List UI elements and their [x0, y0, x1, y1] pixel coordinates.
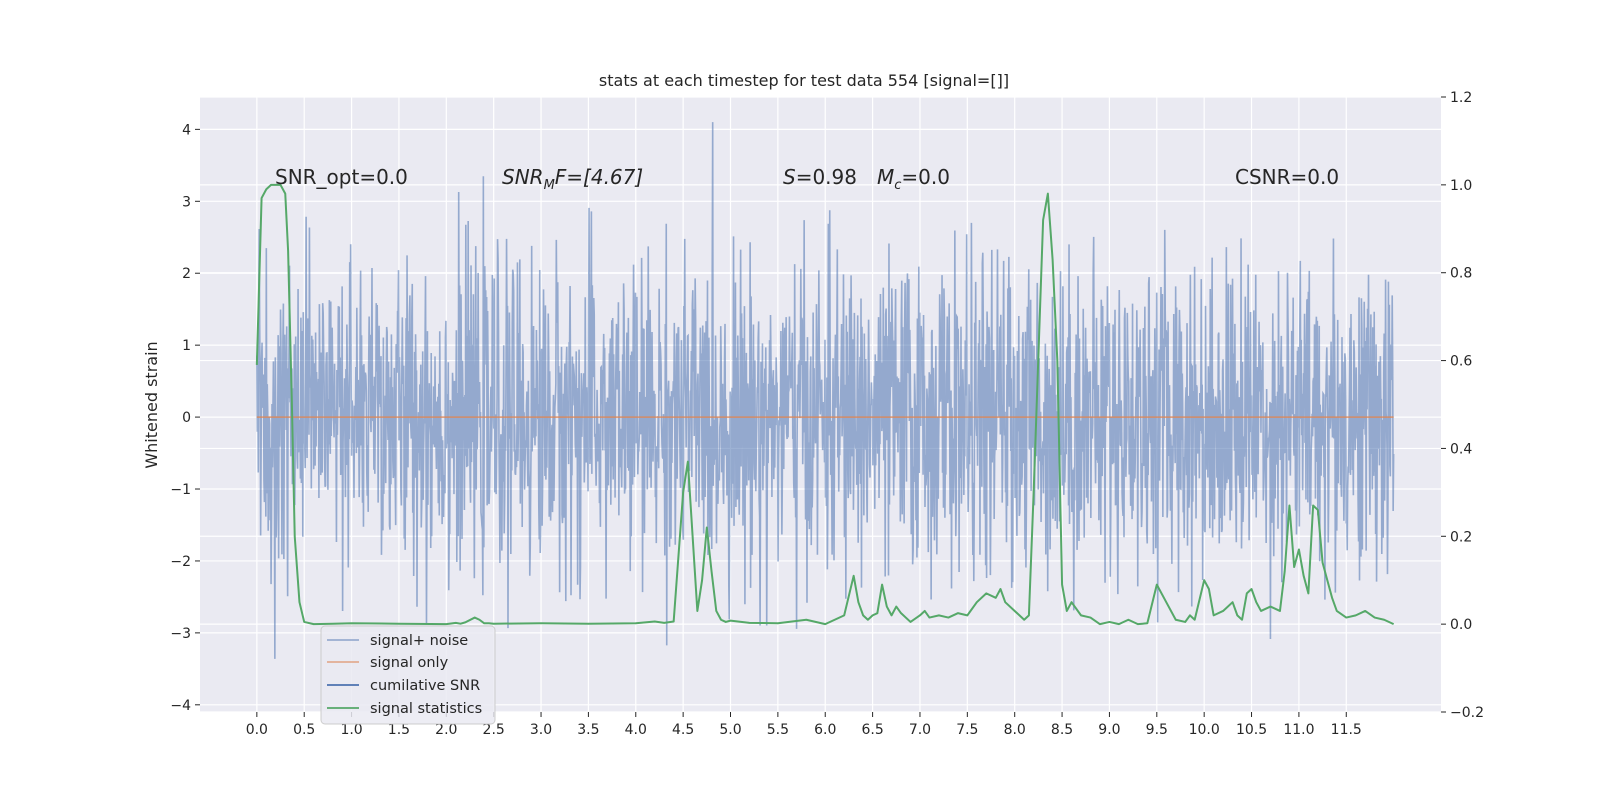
x-tick-label: 8.5 [1051, 722, 1073, 738]
x-tick-label: 2.5 [483, 722, 505, 738]
legend-entry-signal-only: signal only [327, 655, 449, 671]
y-tick-label: 2 [182, 266, 191, 282]
s-annotation: S=0.98 [783, 165, 857, 189]
x-tick-label: 9.5 [1146, 722, 1168, 738]
x-tick-label: 10.5 [1236, 722, 1267, 738]
y2-tick-label: 0.0 [1450, 617, 1472, 633]
x-tick-label: 1.5 [388, 722, 410, 738]
mc-symbol: M [877, 165, 894, 189]
y2-axis-ticks: 1.2 1.0 0.8 0.6 0.4 0.2 0.0 −0.2 [1441, 90, 1484, 721]
legend: signal+ noise signal only cumilative SNR… [320, 625, 496, 725]
x-tick-label: 10.0 [1189, 722, 1220, 738]
series-lines [255, 183, 1395, 626]
y-axis-label: Whitened strain [142, 341, 161, 468]
x-tick-label: 6.5 [861, 722, 883, 738]
y2-tick-label: 1.2 [1450, 90, 1472, 106]
x-tick-label: 2.0 [435, 722, 457, 738]
x-tick-label: 11.5 [1331, 722, 1362, 738]
snr-mf-symbol: SNR [502, 165, 544, 189]
x-tick-label: 11.0 [1283, 722, 1314, 738]
x-tick-label: 4.5 [672, 722, 694, 738]
signal-noise-line [256, 122, 1395, 659]
y-tick-label: 0 [182, 410, 191, 426]
legend-label-signal-only: signal only [370, 655, 449, 671]
y-axis-ticks: 4 3 2 1 0 −1 −2 −3 −4 [170, 122, 200, 714]
legend-label-cumulative-snr: cumilative SNR [370, 678, 480, 694]
x-tick-label: 1.0 [340, 722, 362, 738]
legend-entry-cumulative-snr: cumilative SNR [327, 678, 480, 694]
legend-entry-signal-statistics: signal statistics [327, 701, 482, 717]
y2-tick-label: −0.2 [1450, 705, 1484, 721]
x-tick-label: 9.0 [1098, 722, 1120, 738]
x-tick-label: 3.0 [530, 722, 552, 738]
x-tick-label: 5.0 [719, 722, 741, 738]
snr-mf-rest: F=[4.67] [555, 165, 643, 189]
legend-label-signal-statistics: signal statistics [370, 701, 482, 717]
y2-tick-label: 0.6 [1450, 354, 1472, 370]
legend-label-signal-noise: signal+ noise [370, 633, 468, 649]
x-tick-label: 3.5 [577, 722, 599, 738]
mc-subscript: c [894, 178, 901, 193]
annotations: SNR_opt=0.0 SNRMF=[4.67] S=0.98 Mc=0.0 C… [275, 165, 1339, 193]
signal-noise-trace [256, 122, 1395, 659]
chart-title: stats at each timestep for test data 554… [599, 71, 1009, 90]
x-tick-label: 6.0 [814, 722, 836, 738]
signal-statistics-line [255, 183, 1395, 626]
y-tick-label: 3 [182, 194, 191, 210]
x-tick-label: 7.5 [956, 722, 978, 738]
y2-tick-label: 0.4 [1450, 441, 1472, 457]
y-tick-label: −4 [170, 698, 191, 714]
x-tick-label: 7.0 [909, 722, 931, 738]
snr-mf-subscript: M [544, 178, 555, 193]
y-tick-label: 1 [182, 338, 191, 354]
s-value: =0.98 [796, 165, 857, 189]
x-tick-label: 4.0 [625, 722, 647, 738]
x-tick-label: 0.0 [246, 722, 268, 738]
legend-box [320, 625, 496, 725]
y-tick-label: −3 [170, 626, 191, 642]
y-tick-label: −1 [170, 482, 191, 498]
y2-tick-label: 1.0 [1450, 178, 1472, 194]
y2-tick-label: 0.8 [1450, 266, 1472, 282]
mc-annotation: Mc=0.0 [877, 165, 950, 193]
snr-mf-annotation: SNRMF=[4.67] [502, 165, 643, 193]
s-symbol: S [783, 165, 796, 189]
y2-tick-label: 0.2 [1450, 529, 1472, 545]
x-tick-label: 8.0 [1004, 722, 1026, 738]
x-axis-ticks: 0.0 0.5 1.0 1.5 2.0 2.5 3.0 3.5 4.0 4.5 5.0 5.5 6.0 6… [246, 712, 1362, 738]
x-tick-label: 0.5 [293, 722, 315, 738]
x-tick-label: 5.5 [767, 722, 789, 738]
snr-opt-annotation: SNR_opt=0.0 [275, 165, 408, 189]
csnr-annotation: CSNR=0.0 [1235, 165, 1339, 189]
y-tick-label: −2 [170, 554, 191, 570]
y-tick-label: 4 [182, 122, 191, 138]
mc-value: =0.0 [901, 165, 950, 189]
legend-entry-signal-noise: signal+ noise [327, 633, 468, 649]
